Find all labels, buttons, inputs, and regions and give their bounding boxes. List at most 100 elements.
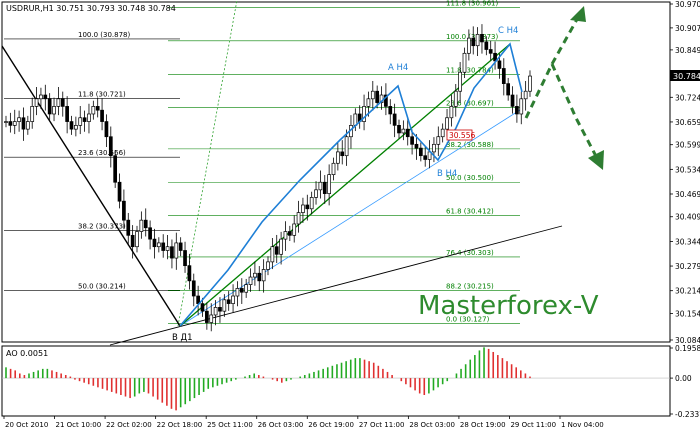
fib-right-label: 38.2 (30.588) bbox=[446, 141, 494, 149]
fib-left-label: 11.8 (30.721) bbox=[78, 90, 126, 98]
fib-right-label: 111.8 (30.961) bbox=[446, 0, 498, 7]
candle-body bbox=[528, 75, 532, 92]
candle-body bbox=[126, 219, 131, 236]
candle-body bbox=[445, 117, 449, 130]
support-line-black bbox=[109, 225, 563, 346]
candle-body bbox=[87, 113, 91, 122]
candle-body bbox=[135, 231, 139, 248]
candle-body bbox=[248, 276, 253, 285]
forecast-up-arrowhead bbox=[570, 6, 586, 22]
candle-body bbox=[117, 181, 122, 202]
fibonacci-levels: 100.0 (30.878) 11.8 (30.721) 23.6 (30.566)… bbox=[4, 0, 520, 324]
candle-body bbox=[327, 174, 331, 194]
candle-body bbox=[65, 106, 69, 122]
candle-body bbox=[12, 121, 17, 126]
candle-body bbox=[340, 151, 345, 157]
fib-right-label: 0.0 (30.127) bbox=[446, 316, 490, 324]
candle-body bbox=[519, 98, 524, 115]
candle-body bbox=[56, 98, 61, 107]
candle-body bbox=[370, 90, 375, 100]
candle-body bbox=[523, 90, 528, 100]
candle-body bbox=[108, 136, 113, 157]
y-tick-label: 30.907 bbox=[675, 24, 700, 33]
candle-body bbox=[410, 136, 414, 145]
y-tick-label: 30.409 bbox=[675, 213, 700, 222]
candle-body bbox=[453, 90, 458, 107]
candle-body bbox=[253, 272, 257, 278]
candle-body bbox=[143, 219, 148, 229]
candle-body bbox=[34, 98, 39, 107]
candle-body bbox=[471, 37, 476, 47]
x-tick-label: 27 Oct 11:00 bbox=[359, 421, 405, 429]
y-tick-label: 30.214 bbox=[675, 287, 700, 296]
x-axis: 20 Oct 2010 21 Oct 10:00 22 Oct 02:00 22 Oc… bbox=[3, 416, 604, 429]
candle-body bbox=[209, 314, 214, 323]
last-price-marker bbox=[670, 70, 700, 81]
wave-label: B Д1 bbox=[172, 333, 193, 343]
candle-body bbox=[274, 246, 279, 255]
fib-left-label: 23.6 (30.566) bbox=[78, 149, 126, 157]
candle-body bbox=[475, 33, 480, 47]
y-tick-label: 30.659 bbox=[675, 118, 700, 127]
x-tick-label: 21 Oct 10:00 bbox=[56, 421, 102, 429]
forecast-down-line bbox=[550, 63, 600, 161]
fib-right-label: 88.2 (30.215) bbox=[446, 282, 494, 290]
forecast-down-arrowhead bbox=[588, 150, 604, 170]
ao-histogram: 0.1958 0.00 -0.2337 bbox=[2, 344, 700, 419]
candle-body bbox=[436, 136, 441, 145]
forecast-up-line bbox=[524, 13, 582, 119]
candle-body bbox=[47, 98, 52, 115]
candle-body bbox=[226, 299, 231, 304]
y-tick-label: 30.154 bbox=[675, 309, 700, 318]
candle-body bbox=[379, 94, 384, 103]
candle-body bbox=[122, 200, 126, 221]
wave-label: C H4 bbox=[498, 26, 518, 36]
candle-body bbox=[331, 162, 336, 176]
candle-body bbox=[392, 113, 397, 126]
candle-body bbox=[43, 94, 48, 100]
fib-right-label: 23.6 (30.697) bbox=[446, 100, 494, 108]
candle-body bbox=[218, 307, 222, 312]
ao-label: AO 0.0051 bbox=[6, 349, 48, 358]
candle-body bbox=[8, 121, 13, 126]
x-tick-label: 20 Oct 2010 bbox=[5, 421, 48, 429]
candle-body bbox=[362, 106, 366, 122]
candle-body bbox=[305, 204, 310, 210]
x-tick-label: 22 Oct 02:00 bbox=[106, 421, 152, 429]
watermark-text: Masterforex-V bbox=[418, 291, 599, 321]
candle-body bbox=[493, 52, 497, 62]
candle-body bbox=[423, 155, 428, 160]
candle-body bbox=[405, 128, 410, 138]
fib-right-label: 100.0 (30.873) bbox=[446, 33, 498, 41]
fib-right-label: 11.8 (30.784) bbox=[446, 67, 494, 75]
candle-body bbox=[501, 68, 506, 84]
candle-body bbox=[25, 121, 30, 130]
x-tick-label: 28 Oct 03:00 bbox=[409, 421, 455, 429]
fib-right-label: 76.4 (30.303) bbox=[446, 249, 494, 257]
y-tick-label: 30.724 bbox=[675, 93, 700, 102]
candle-body bbox=[440, 128, 445, 138]
candle-body bbox=[69, 121, 74, 130]
candle-body bbox=[17, 117, 21, 122]
candle-body bbox=[196, 295, 200, 304]
candle-body bbox=[187, 265, 192, 282]
wave-labels: A H4 B H4 C H4 B Д1 bbox=[172, 26, 518, 343]
candle-body bbox=[174, 242, 179, 259]
candle-body bbox=[156, 242, 161, 248]
candle-body bbox=[458, 71, 462, 92]
wave-label: A H4 bbox=[388, 63, 408, 73]
candle-body bbox=[401, 128, 406, 134]
fib-right-label: 61.8 (30.412) bbox=[446, 208, 494, 216]
candle-body bbox=[292, 223, 297, 236]
y-tick-label: 30.970 bbox=[675, 0, 700, 9]
y-tick-label: 30.599 bbox=[675, 141, 700, 150]
candle-body bbox=[287, 231, 292, 236]
candle-body bbox=[244, 284, 249, 293]
candle-body bbox=[257, 272, 262, 282]
candle-body bbox=[484, 41, 489, 50]
candle-body bbox=[266, 261, 270, 270]
candle-body bbox=[161, 242, 166, 251]
candle-body bbox=[488, 49, 493, 54]
candle-body bbox=[60, 98, 65, 107]
candle-body bbox=[510, 94, 515, 107]
